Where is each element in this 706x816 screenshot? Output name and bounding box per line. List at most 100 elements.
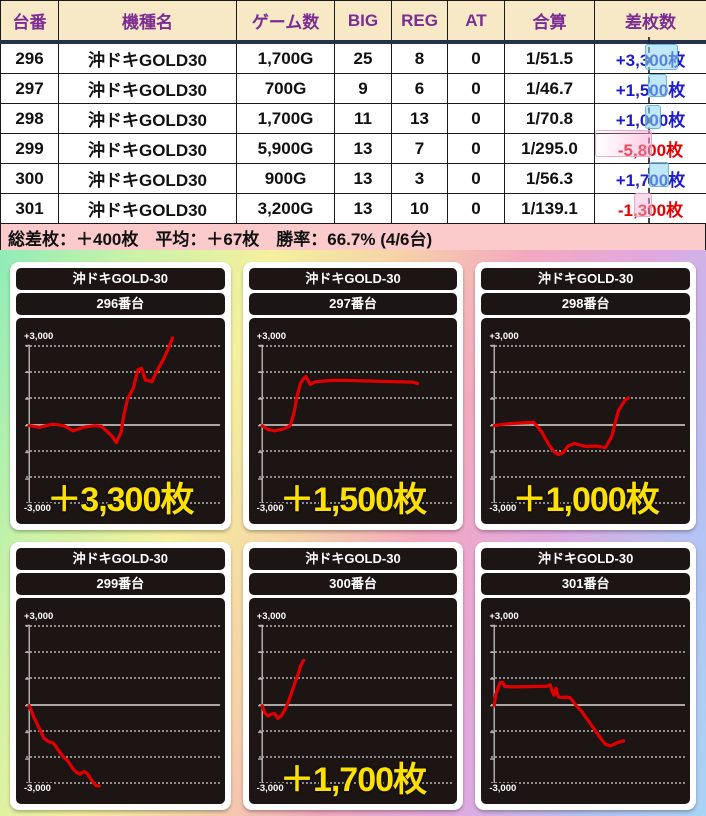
- col-header-gassan: 合算: [504, 0, 595, 44]
- cell-model: 沖ドキGOLD30: [58, 41, 237, 74]
- results-table: 台番 機種名 ゲーム数 BIG REG AT 合算 差枚数 296 沖ドキGOL…: [0, 0, 706, 224]
- panel-model-title: 沖ドキGOLD-30: [248, 268, 458, 290]
- panel-dai-title: 300番台: [248, 573, 458, 595]
- cell-reg: 13: [391, 103, 448, 134]
- table-row: 299 沖ドキGOLD30 5,900G 13 7 0 1/295.0 -5,8…: [0, 133, 706, 164]
- cell-big: 11: [334, 103, 392, 134]
- col-header-games: ゲーム数: [236, 0, 335, 44]
- panel-dai-title: 301番台: [481, 573, 691, 595]
- cell-big: 13: [334, 133, 392, 164]
- y-min-label: -3,000: [254, 503, 286, 514]
- result-label: ＋1,500枚: [279, 481, 427, 519]
- col-header-model: 機種名: [58, 0, 237, 44]
- cell-reg: 7: [391, 133, 448, 164]
- panel-dai-title: 297番台: [248, 293, 458, 315]
- panel-dai-title: 299番台: [16, 573, 225, 595]
- col-header-big: BIG: [334, 0, 392, 44]
- table-row: 298 沖ドキGOLD30 1,700G 11 13 0 1/70.8 +1,0…: [0, 103, 706, 134]
- cell-diff: +3,300枚: [594, 41, 706, 74]
- cell-diff: -5,800枚: [594, 133, 706, 164]
- cell-model: 沖ドキGOLD30: [58, 103, 237, 134]
- summary-bar: 総差枚：＋400枚 平均：＋67枚 勝率：66.7% (4/6台): [0, 224, 706, 250]
- cell-dai: 296: [0, 41, 59, 74]
- cell-at: 0: [447, 193, 505, 224]
- cell-model: 沖ドキGOLD30: [58, 163, 237, 194]
- y-min-label: -3,000: [22, 783, 53, 794]
- slump-graph: +3,000 -3,000 ＋1,700枚: [248, 598, 458, 804]
- y-min-label: -3,000: [254, 783, 286, 794]
- y-max-label: +3,000: [22, 331, 56, 342]
- graph-panel-298: 沖ドキGOLD-30 298番台 +3,000 -3,000 ＋1,000枚: [475, 262, 697, 530]
- cell-reg: 10: [391, 193, 448, 224]
- slump-graph: +3,000 -3,000 ＋1,000枚: [481, 318, 691, 524]
- result-label: ＋1,700枚: [279, 761, 427, 799]
- cell-at: 0: [447, 73, 505, 104]
- table-row: 300 沖ドキGOLD30 900G 13 3 0 1/56.3 +1,700枚: [0, 163, 706, 194]
- panel-model-title: 沖ドキGOLD-30: [16, 548, 225, 570]
- cell-reg: 6: [391, 73, 448, 104]
- slump-graph: +3,000 -3,000 ＋3,300枚: [16, 318, 225, 524]
- slump-graph-section: 沖ドキGOLD-30 296番台 +3,000 -3,000 ＋3,300枚 沖…: [0, 250, 706, 816]
- cell-at: 0: [447, 103, 505, 134]
- cell-model: 沖ドキGOLD30: [58, 73, 237, 104]
- panel-model-title: 沖ドキGOLD-30: [16, 268, 225, 290]
- graph-row: 沖ドキGOLD-30 296番台 +3,000 -3,000 ＋3,300枚 沖…: [10, 262, 697, 530]
- cell-dai: 299: [0, 133, 59, 164]
- col-header-reg: REG: [391, 0, 448, 44]
- cell-diff: -1,300枚: [594, 193, 706, 224]
- panel-dai-title: 298番台: [481, 293, 691, 315]
- cell-gassan: 1/46.7: [504, 73, 595, 104]
- panel-model-title: 沖ドキGOLD-30: [248, 548, 458, 570]
- cell-at: 0: [447, 133, 505, 164]
- cell-reg: 3: [391, 163, 448, 194]
- graph-panel-301: 沖ドキGOLD-30 301番台 +3,000 -3,000: [475, 542, 697, 810]
- y-min-label: -3,000: [487, 783, 519, 794]
- cell-model: 沖ドキGOLD30: [58, 193, 237, 224]
- cell-model: 沖ドキGOLD30: [58, 133, 237, 164]
- y-min-label: -3,000: [487, 503, 519, 514]
- table-row: 296 沖ドキGOLD30 1,700G 25 8 0 1/51.5 +3,30…: [0, 41, 706, 74]
- y-min-label: -3,000: [22, 503, 53, 514]
- cell-gassan: 1/139.1: [504, 193, 595, 224]
- slump-graph: +3,000 -3,000 ＋1,500枚: [248, 318, 458, 524]
- col-header-dai: 台番: [0, 0, 59, 44]
- cell-games: 5,900G: [236, 133, 335, 164]
- cell-at: 0: [447, 41, 505, 74]
- cell-diff: +1,700枚: [594, 163, 706, 194]
- cell-at: 0: [447, 163, 505, 194]
- graph-panel-299: 沖ドキGOLD-30 299番台 +3,000 -3,000: [10, 542, 231, 810]
- y-max-label: +3,000: [22, 611, 56, 622]
- panel-model-title: 沖ドキGOLD-30: [481, 268, 691, 290]
- slump-graph: +3,000 -3,000: [16, 598, 225, 804]
- table-row: 297 沖ドキGOLD30 700G 9 6 0 1/46.7 +1,500枚: [0, 73, 706, 104]
- table-row: 301 沖ドキGOLD30 3,200G 13 10 0 1/139.1 -1,…: [0, 193, 706, 224]
- cell-reg: 8: [391, 41, 448, 74]
- cell-gassan: 1/56.3: [504, 163, 595, 194]
- cell-dai: 301: [0, 193, 59, 224]
- col-header-at: AT: [447, 0, 505, 44]
- cell-gassan: 1/295.0: [504, 133, 595, 164]
- cell-gassan: 1/70.8: [504, 103, 595, 134]
- col-header-diff: 差枚数: [594, 0, 706, 44]
- cell-dai: 300: [0, 163, 59, 194]
- cell-big: 9: [334, 73, 392, 104]
- graph-panel-296: 沖ドキGOLD-30 296番台 +3,000 -3,000 ＋3,300枚: [10, 262, 231, 530]
- table-header-row: 台番 機種名 ゲーム数 BIG REG AT 合算 差枚数: [0, 0, 706, 44]
- graph-panel-300: 沖ドキGOLD-30 300番台 +3,000 -3,000 ＋1,700枚: [242, 542, 464, 810]
- cell-big: 13: [334, 163, 392, 194]
- result-label: ＋1,000枚: [512, 481, 660, 519]
- y-max-label: +3,000: [487, 611, 521, 622]
- cell-gassan: 1/51.5: [504, 41, 595, 74]
- y-max-label: +3,000: [487, 331, 521, 342]
- cell-diff: +1,000枚: [594, 103, 706, 134]
- result-label: ＋3,300枚: [47, 481, 194, 519]
- cell-big: 25: [334, 41, 392, 74]
- graph-row: 沖ドキGOLD-30 299番台 +3,000 -3,000 沖ドキGOLD-3…: [10, 542, 697, 810]
- cell-games: 1,700G: [236, 103, 335, 134]
- panel-dai-title: 296番台: [16, 293, 225, 315]
- cell-dai: 297: [0, 73, 59, 104]
- cell-games: 900G: [236, 163, 335, 194]
- cell-dai: 298: [0, 103, 59, 134]
- cell-games: 1,700G: [236, 41, 335, 74]
